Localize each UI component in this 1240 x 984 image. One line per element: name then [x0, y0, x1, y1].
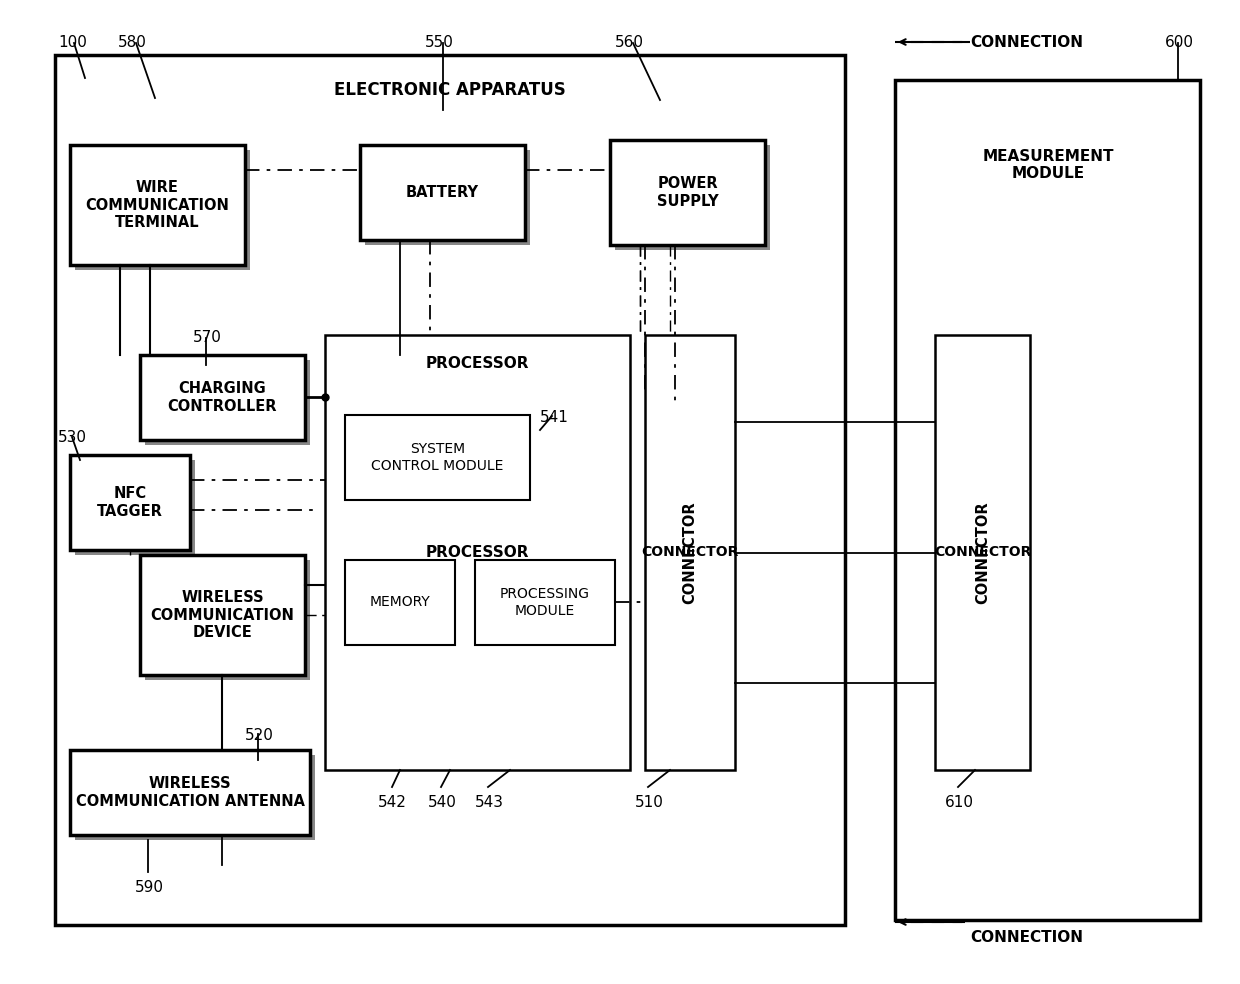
Text: 100: 100	[58, 35, 87, 50]
Bar	[345, 560, 455, 645]
Text: CHARGING
CONTROLLER: CHARGING CONTROLLER	[167, 381, 278, 413]
Bar	[140, 555, 305, 675]
Text: 610: 610	[945, 795, 973, 810]
Bar	[140, 355, 305, 440]
Text: WIRELESS
COMMUNICATION ANTENNA: WIRELESS COMMUNICATION ANTENNA	[76, 776, 305, 809]
Text: 570: 570	[193, 330, 222, 345]
Text: PROCESSOR: PROCESSOR	[425, 545, 529, 560]
Text: WIRELESS
COMMUNICATION
DEVICE: WIRELESS COMMUNICATION DEVICE	[150, 590, 294, 640]
Text: CONNECTOR: CONNECTOR	[682, 501, 697, 604]
Bar	[365, 150, 529, 245]
Text: CONNECTOR: CONNECTOR	[975, 501, 990, 604]
Bar	[935, 335, 1030, 770]
Bar	[325, 335, 630, 770]
Text: CONNECTION: CONNECTION	[970, 930, 1083, 945]
Text: MEMORY: MEMORY	[370, 595, 430, 609]
Bar	[145, 560, 310, 680]
Bar	[895, 80, 1200, 920]
Bar	[74, 150, 250, 270]
Bar	[615, 145, 770, 250]
Bar	[74, 755, 315, 840]
Text: CONNECTOR: CONNECTOR	[934, 545, 1032, 560]
Text: ELECTRONIC APPARATUS: ELECTRONIC APPARATUS	[334, 81, 565, 99]
Bar	[55, 55, 844, 925]
Text: 510: 510	[635, 795, 663, 810]
Text: MEASUREMENT
MODULE: MEASUREMENT MODULE	[982, 149, 1114, 181]
Bar	[69, 750, 310, 835]
Text: 540: 540	[428, 795, 456, 810]
Text: CONNECTOR: CONNECTOR	[641, 545, 739, 560]
Bar	[360, 145, 525, 240]
Text: CONNECTION: CONNECTION	[970, 35, 1083, 50]
Text: 530: 530	[58, 430, 87, 445]
Bar	[645, 335, 735, 770]
Text: PROCESSING
MODULE: PROCESSING MODULE	[500, 587, 590, 618]
Text: 590: 590	[135, 880, 164, 895]
Text: 580: 580	[118, 35, 146, 50]
Bar	[610, 140, 765, 245]
Bar	[69, 455, 190, 550]
Text: 520: 520	[246, 728, 274, 743]
Bar	[345, 415, 529, 500]
Text: 542: 542	[378, 795, 407, 810]
Text: POWER
SUPPLY: POWER SUPPLY	[657, 176, 718, 209]
Text: SYSTEM
CONTROL MODULE: SYSTEM CONTROL MODULE	[371, 443, 503, 472]
Text: BATTERY: BATTERY	[405, 185, 479, 200]
Text: NFC
TAGGER: NFC TAGGER	[97, 486, 162, 519]
Bar	[475, 560, 615, 645]
Bar	[145, 360, 310, 445]
Bar	[69, 145, 246, 265]
Bar	[74, 460, 195, 555]
Text: 550: 550	[425, 35, 454, 50]
Text: 543: 543	[475, 795, 503, 810]
Text: WIRE
COMMUNICATION
TERMINAL: WIRE COMMUNICATION TERMINAL	[86, 180, 229, 230]
Text: 541: 541	[539, 410, 569, 425]
Text: 600: 600	[1166, 35, 1194, 50]
Text: PROCESSOR: PROCESSOR	[425, 355, 529, 371]
Text: 560: 560	[615, 35, 644, 50]
